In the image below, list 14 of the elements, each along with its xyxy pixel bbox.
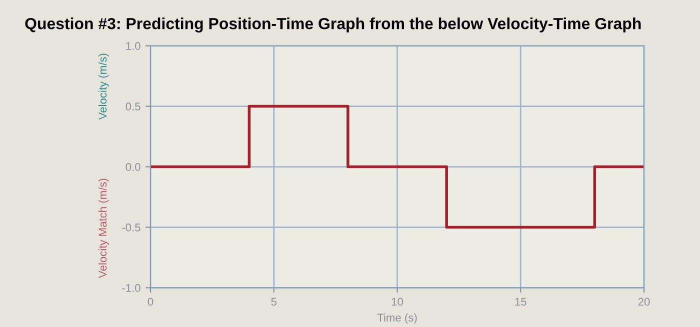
x-tick-label: 0 (148, 298, 154, 306)
x-tick-label: 20 (638, 298, 650, 306)
x-tick-label: 10 (392, 298, 403, 306)
x-axis-title: Time (s) (377, 313, 417, 324)
y-tick-label: -0.5 (122, 224, 140, 232)
x-tick-label: 5 (271, 298, 276, 306)
y-tick-label: 1.0 (126, 42, 140, 50)
y-axis-title: Velocity (m/s) (98, 54, 109, 120)
text: Velocity Match (m/s) (98, 178, 109, 278)
y-tick-label: 0.5 (126, 102, 140, 110)
y-tick-label: 0.0 (126, 163, 140, 171)
chart-title: Question #3: Predicting Position-Time Graph from the below Velocity-Time Graph (25, 18, 641, 32)
y-tick-label: -1.0 (122, 284, 140, 292)
x-tick-label: 15 (515, 298, 526, 306)
